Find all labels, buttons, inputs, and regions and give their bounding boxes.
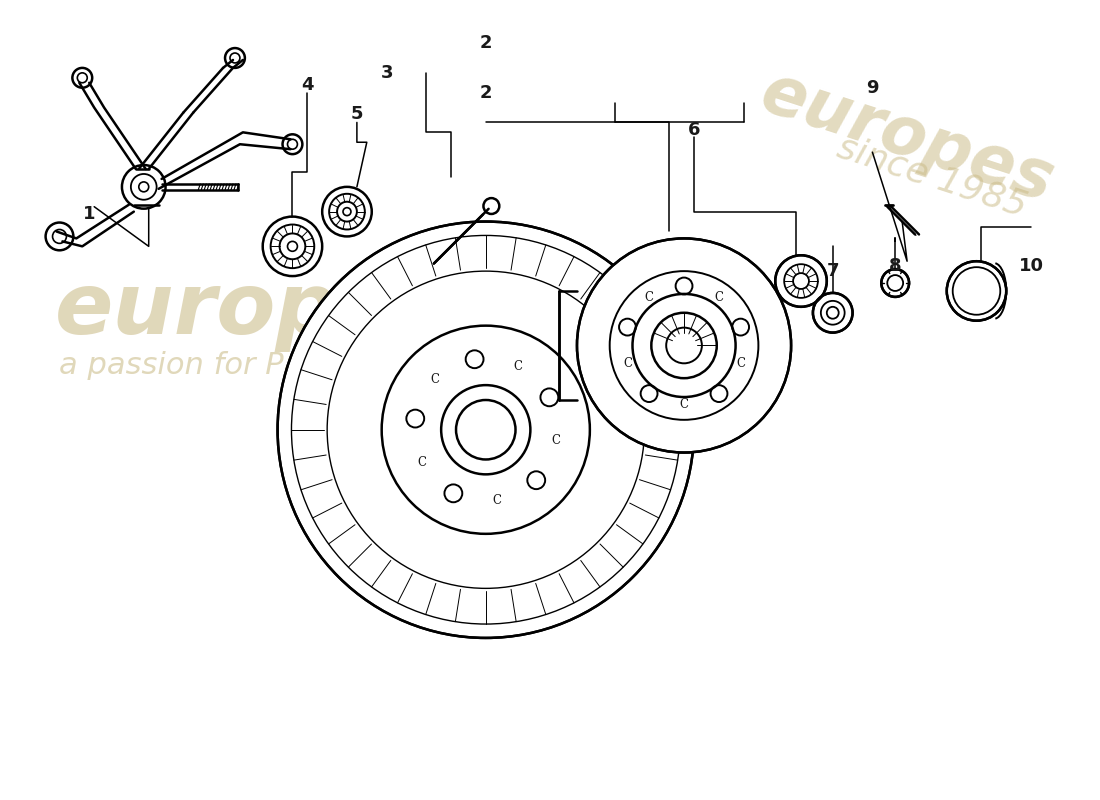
Text: C: C [493, 494, 502, 506]
Text: 7: 7 [826, 262, 839, 280]
Circle shape [947, 262, 1007, 321]
Circle shape [456, 400, 516, 459]
Text: C: C [715, 291, 724, 304]
Circle shape [578, 238, 791, 453]
Text: 9: 9 [866, 78, 879, 97]
Text: a passion for Parts since 1985: a passion for Parts since 1985 [59, 351, 519, 380]
Text: 6: 6 [688, 122, 701, 139]
Text: 4: 4 [301, 76, 314, 94]
Circle shape [277, 222, 694, 638]
Text: C: C [431, 373, 440, 386]
Text: C: C [552, 434, 561, 447]
Text: C: C [736, 358, 745, 370]
Circle shape [813, 293, 852, 333]
Text: 3: 3 [381, 64, 393, 82]
Text: 8: 8 [889, 257, 902, 275]
Text: 2: 2 [480, 84, 492, 102]
Text: C: C [680, 398, 689, 411]
Text: C: C [418, 456, 427, 469]
Text: C: C [623, 358, 632, 370]
Text: C: C [514, 360, 522, 373]
Circle shape [776, 255, 827, 307]
Text: 1: 1 [82, 205, 96, 222]
Text: C: C [645, 291, 653, 304]
Circle shape [881, 269, 909, 297]
Text: since 1985: since 1985 [833, 130, 1031, 224]
Text: europes: europes [55, 270, 448, 352]
Text: 5: 5 [351, 106, 363, 123]
Text: europes: europes [752, 59, 1062, 216]
Text: 10: 10 [1019, 257, 1044, 275]
Text: 2: 2 [480, 34, 492, 52]
